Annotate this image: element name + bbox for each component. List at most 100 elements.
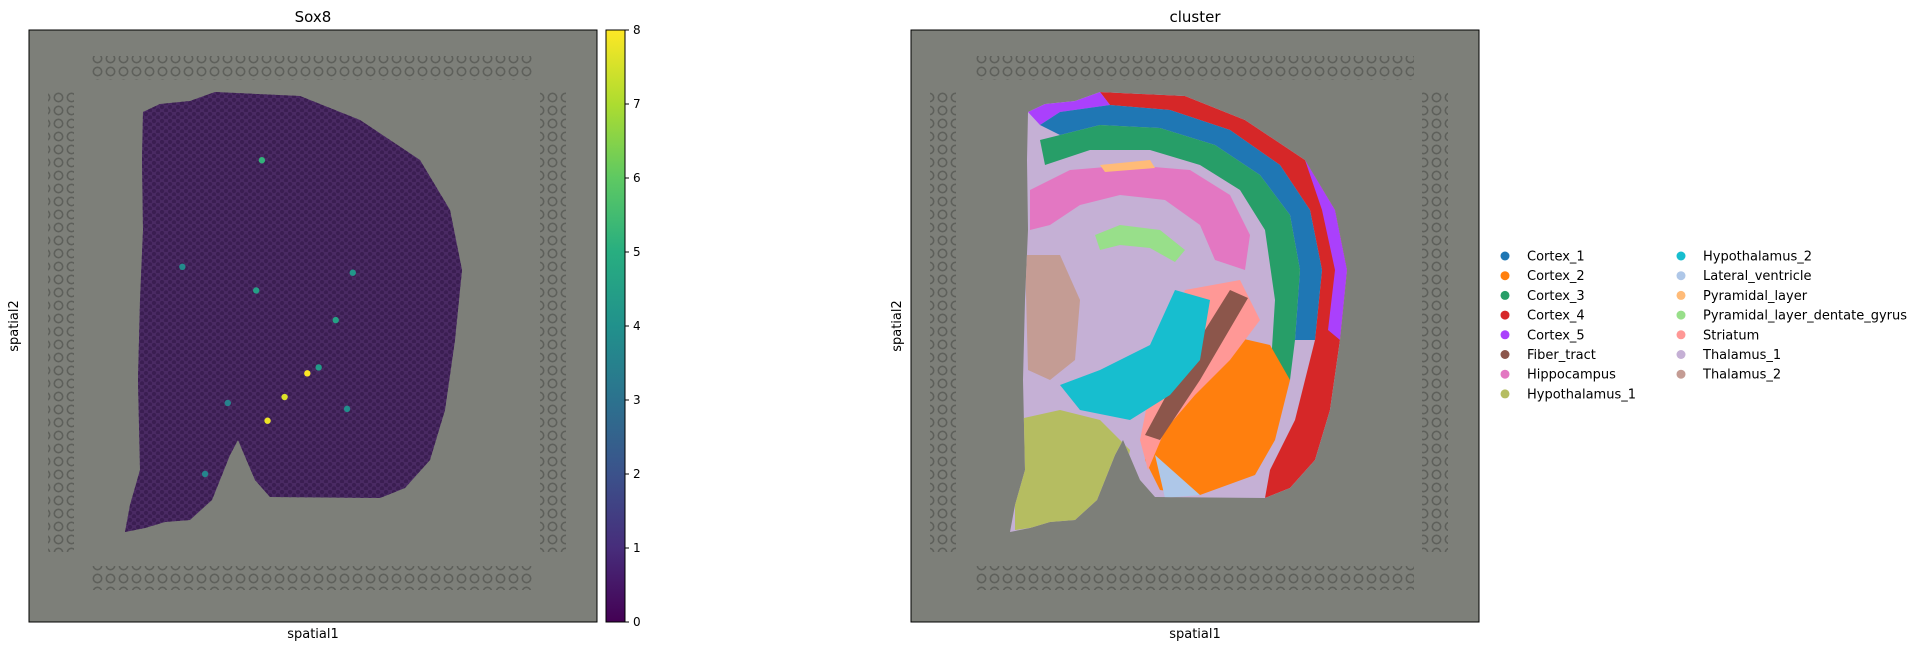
colorbar-tick-label: 3: [633, 393, 641, 407]
expression-spot: [201, 470, 209, 478]
legend-item: Fiber_tract: [1500, 348, 1596, 363]
colorbar-tick-label: 6: [633, 171, 641, 185]
legend-marker: [1500, 389, 1510, 399]
legend-item: Cortex_5: [1500, 328, 1585, 343]
colorbar: 0 1 2 3 4 5 6 7 8: [605, 23, 641, 629]
region-cortex-1: [1040, 105, 1322, 340]
right-tissue-section: [1010, 92, 1347, 532]
left-expression-spots: [179, 157, 356, 478]
legend-marker: [1500, 271, 1510, 281]
legend-marker: [1676, 251, 1686, 261]
region-thalamus-2: [1025, 255, 1080, 380]
colorbar-tick-label: 5: [633, 245, 641, 259]
legend-marker: [1500, 330, 1510, 340]
left-x-axis-label: spatial1: [287, 627, 339, 642]
left-fiducial-top: [92, 56, 532, 80]
legend-label: Thalamus_2: [1702, 368, 1781, 383]
legend-label: Hypothalamus_1: [1527, 387, 1636, 402]
left-tissue-section: [125, 92, 462, 532]
right-y-axis-label: spatial2: [890, 300, 905, 352]
colorbar-ticks: 0 1 2 3 4 5 6 7 8: [625, 23, 641, 629]
right-axes-frame: [910, 29, 1480, 623]
legend-item: Thalamus_2: [1676, 368, 1781, 383]
right-x-axis-label: spatial1: [1169, 627, 1221, 642]
legend-label: Pyramidal_layer: [1703, 289, 1808, 304]
colorbar-tick-label: 7: [633, 97, 641, 111]
legend-label: Cortex_2: [1527, 269, 1585, 284]
legend-marker: [1500, 290, 1510, 300]
legend-item: Cortex_1: [1500, 250, 1585, 265]
region-pyramidal-layer: [1100, 160, 1155, 172]
expression-spot: [304, 370, 311, 377]
right-fiducial-left: [930, 92, 956, 552]
region-hypothalamus-2: [1060, 290, 1210, 420]
legend-marker: [1676, 330, 1686, 340]
colorbar-tick-label: 2: [633, 467, 641, 481]
colorbar-tick-label: 4: [633, 319, 641, 333]
colorbar-tick-label: 0: [633, 615, 641, 629]
legend-marker: [1676, 271, 1686, 281]
legend-item: Pyramidal_layer: [1676, 289, 1808, 304]
legend-marker: [1676, 350, 1686, 359]
legend-label: Striatum: [1703, 328, 1759, 343]
left-fiducial-right: [540, 92, 566, 552]
expression-spot: [349, 269, 356, 276]
legend-marker: [1500, 310, 1510, 320]
legend-label: Cortex_1: [1527, 250, 1585, 265]
region-fiber-tract: [1145, 290, 1248, 440]
legend-label: Cortex_3: [1527, 289, 1585, 304]
legend-item: Hypothalamus_2: [1676, 250, 1812, 265]
legend-label: Cortex_4: [1527, 309, 1585, 324]
legend-label: Thalamus_1: [1702, 348, 1781, 363]
region-pyramidal-dentate-gyrus: [1095, 225, 1185, 262]
expression-spot: [332, 316, 339, 324]
left-axes-frame: [28, 29, 598, 623]
expression-spot: [224, 399, 231, 407]
legend-item: Cortex_2: [1500, 269, 1585, 284]
legend-marker: [1676, 290, 1686, 300]
legend-label: Cortex_5: [1527, 328, 1585, 343]
expression-spot: [264, 417, 271, 424]
colorbar-gradient: [605, 29, 626, 623]
right-fiducial-bottom: [974, 566, 1414, 590]
left-panel-title: Sox8: [295, 8, 332, 26]
legend-label: Hypothalamus_2: [1703, 250, 1812, 265]
region-hippocampus: [1030, 165, 1250, 270]
legend-item: Thalamus_1: [1676, 348, 1781, 363]
expression-spot: [343, 405, 351, 413]
legend-marker: [1676, 369, 1686, 379]
legend-item: Cortex_4: [1500, 309, 1585, 324]
legend-label: Fiber_tract: [1527, 348, 1596, 363]
legend-label: Lateral_ventricle: [1703, 269, 1811, 284]
legend-item: Hypothalamus_1: [1500, 387, 1636, 402]
legend-marker: [1500, 251, 1510, 261]
expression-spot: [179, 263, 186, 270]
legend-marker: [1500, 369, 1510, 379]
right-fiducial-right: [1422, 92, 1448, 552]
right-panel-title: cluster: [1169, 8, 1221, 26]
expression-spot: [258, 157, 266, 164]
expression-spot: [315, 364, 322, 371]
colorbar-tick-label: 8: [633, 23, 641, 37]
legend-label: Pyramidal_layer_dentate_gyrus: [1703, 309, 1907, 324]
legend-marker: [1676, 310, 1686, 320]
region-lateral-ventricle: [1155, 455, 1200, 498]
legend-label: Hippocampus: [1527, 368, 1616, 383]
legend-item: Striatum: [1676, 328, 1759, 343]
colorbar-tick-label: 1: [633, 541, 641, 555]
left-y-axis-label: spatial2: [7, 300, 22, 352]
legend-item: Cortex_3: [1500, 289, 1585, 304]
right-panel: cluster: [890, 8, 1907, 642]
legend-item: Lateral_ventricle: [1676, 269, 1811, 284]
expression-spot: [281, 393, 288, 401]
legend-item: Pyramidal_layer_dentate_gyrus: [1676, 309, 1907, 324]
left-fiducial-bottom: [92, 566, 532, 590]
right-fiducial-top: [974, 56, 1414, 80]
left-panel: Sox8 spatial1 spatial2 0 1 2 3 4 5 6 7 8: [7, 8, 641, 642]
legend-item: Hippocampus: [1500, 368, 1616, 383]
left-fiducial-left: [48, 92, 74, 552]
cluster-legend: Cortex_1 Cortex_2 Cortex_3 Cortex_4 Cortex_5…: [1500, 250, 1907, 402]
legend-marker: [1500, 350, 1510, 359]
expression-spot: [253, 287, 260, 294]
